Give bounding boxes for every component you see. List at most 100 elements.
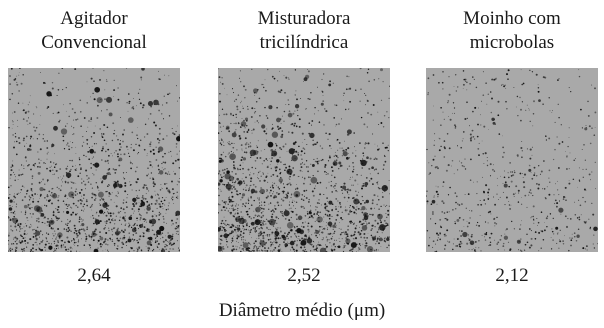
particle — [454, 127, 457, 129]
particle — [362, 182, 365, 185]
particle — [271, 233, 273, 235]
particle — [345, 88, 348, 91]
particle — [443, 202, 445, 204]
particle — [90, 235, 93, 238]
particle — [306, 212, 309, 215]
particle — [156, 137, 159, 140]
particle — [10, 229, 12, 231]
particle — [360, 221, 362, 223]
particle — [89, 148, 95, 154]
particle — [364, 147, 366, 149]
particle — [575, 158, 576, 160]
particle — [453, 173, 455, 175]
particle — [17, 224, 20, 227]
particle — [578, 75, 581, 78]
particle — [549, 213, 552, 215]
particle — [379, 219, 382, 222]
particle — [11, 127, 13, 129]
particle — [222, 248, 225, 250]
particle — [271, 186, 274, 188]
particle — [462, 231, 468, 238]
particle — [85, 130, 88, 133]
particle — [101, 110, 102, 112]
particle — [484, 236, 486, 238]
particle — [19, 241, 22, 244]
particle — [586, 220, 587, 222]
particle — [279, 70, 280, 72]
particle — [226, 94, 228, 96]
particle — [176, 191, 178, 193]
particle — [151, 166, 153, 168]
particle — [262, 84, 264, 85]
particle — [113, 242, 116, 245]
particle — [458, 217, 461, 219]
particle — [254, 230, 256, 232]
particle — [228, 142, 230, 145]
particle — [154, 202, 157, 205]
particle — [136, 224, 138, 227]
particle — [531, 154, 533, 156]
particle — [484, 152, 487, 155]
particle — [277, 163, 279, 165]
particle — [578, 218, 581, 221]
particle — [274, 208, 277, 210]
particle — [594, 127, 596, 128]
particle — [582, 168, 584, 170]
particle — [310, 234, 313, 236]
particle — [104, 240, 106, 242]
particle — [576, 234, 580, 238]
particle — [307, 222, 310, 225]
particle — [239, 70, 241, 72]
particle — [304, 221, 306, 223]
particle — [285, 246, 287, 248]
particle — [168, 202, 170, 204]
particle — [65, 203, 68, 206]
particle — [47, 151, 49, 153]
particle — [27, 220, 29, 221]
particle — [219, 247, 222, 249]
particle — [231, 249, 234, 252]
particle — [315, 220, 317, 221]
particle — [52, 233, 54, 235]
particle — [552, 239, 554, 241]
particle — [146, 200, 149, 203]
particle — [275, 169, 277, 172]
particle — [264, 79, 266, 81]
particle — [143, 232, 145, 235]
particle — [558, 247, 560, 249]
particle — [502, 146, 504, 149]
particle — [304, 249, 306, 251]
particle — [58, 235, 61, 238]
particle — [267, 238, 270, 241]
particle — [342, 151, 348, 157]
particle — [62, 139, 65, 142]
particle — [335, 125, 336, 127]
particle — [16, 229, 17, 231]
particle — [80, 168, 82, 171]
particle — [165, 248, 167, 251]
particle — [386, 222, 389, 225]
particle — [349, 100, 352, 103]
particle — [64, 241, 66, 244]
particle — [429, 172, 431, 174]
particle — [483, 199, 485, 201]
particle — [340, 217, 343, 219]
particle — [60, 220, 63, 223]
particle — [158, 168, 160, 171]
particle — [250, 195, 252, 198]
particle — [441, 200, 444, 203]
particle — [149, 113, 152, 115]
particle — [558, 207, 564, 213]
particle — [153, 121, 156, 124]
particle — [21, 228, 23, 230]
particle — [474, 249, 476, 252]
particle — [328, 200, 333, 205]
particle — [228, 152, 230, 154]
particle — [309, 209, 312, 212]
particle — [340, 118, 343, 120]
particle — [388, 180, 390, 181]
panel-title: Moinho com microbolas — [426, 7, 598, 55]
particle — [384, 241, 387, 243]
particle — [260, 232, 262, 234]
particle — [79, 163, 81, 166]
